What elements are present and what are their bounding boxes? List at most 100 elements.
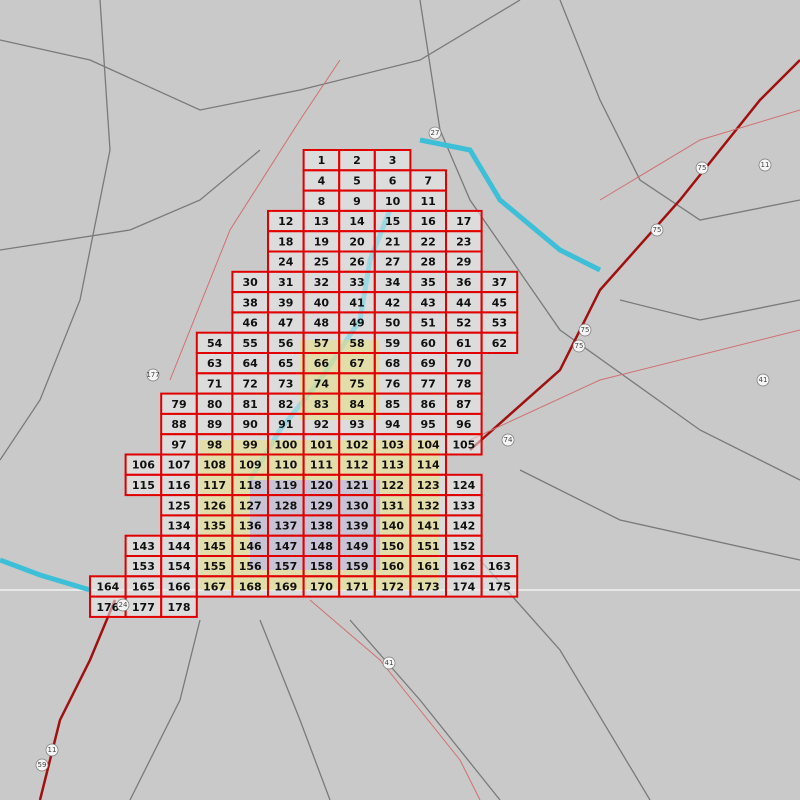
cell-label: 42 <box>385 296 400 309</box>
cell-label: 21 <box>385 235 400 248</box>
cell-label: 52 <box>456 317 471 330</box>
cell-label: 26 <box>349 256 365 269</box>
route-shield <box>758 158 772 172</box>
cell-label: 1 <box>318 154 326 167</box>
cell-label: 154 <box>168 560 191 573</box>
cell-label: 60 <box>421 337 437 350</box>
cell-label: 59 <box>385 337 400 350</box>
cell-label: 107 <box>168 459 191 472</box>
cell-label: 64 <box>243 357 259 370</box>
cell-label: 29 <box>456 256 471 269</box>
cell-label: 111 <box>310 459 333 472</box>
cell-label: 36 <box>456 276 472 289</box>
cell-label: 156 <box>239 560 262 573</box>
route-shield <box>578 323 592 337</box>
route-label: 59 <box>38 761 47 769</box>
cell-label: 106 <box>132 459 155 472</box>
route-label: 75 <box>698 164 707 172</box>
cell-label: 47 <box>278 317 293 330</box>
cell-label: 174 <box>452 580 475 593</box>
cell-label: 46 <box>243 317 259 330</box>
cell-label: 115 <box>132 479 155 492</box>
cell-label: 110 <box>274 459 297 472</box>
grid-cell[interactable] <box>480 575 519 598</box>
route-label: 74 <box>504 436 513 444</box>
cell-label: 108 <box>203 459 226 472</box>
route-label: 11 <box>761 161 770 169</box>
cell-label: 39 <box>278 296 293 309</box>
cell-label: 133 <box>452 499 475 512</box>
cell-label: 170 <box>310 580 333 593</box>
cell-label: 134 <box>168 520 191 533</box>
cell-label: 57 <box>314 337 329 350</box>
cell-label: 41 <box>349 296 364 309</box>
cell-label: 87 <box>456 398 471 411</box>
route-shield <box>146 368 160 382</box>
cell-label: 92 <box>314 418 329 431</box>
cell-label: 164 <box>96 580 119 593</box>
cell-label: 12 <box>278 215 293 228</box>
grid-cell[interactable] <box>445 433 483 456</box>
route-shield <box>756 373 770 387</box>
cell-label: 105 <box>452 438 475 451</box>
cell-label: 16 <box>421 215 437 228</box>
cell-label: 124 <box>452 479 475 492</box>
cell-label: 43 <box>421 296 436 309</box>
cell-label: 158 <box>310 560 333 573</box>
cell-label: 130 <box>346 499 369 512</box>
cell-label: 15 <box>385 215 400 228</box>
cell-label: 34 <box>385 276 401 289</box>
cell-label: 85 <box>385 398 400 411</box>
cell-label: 9 <box>353 195 361 208</box>
route-label: 75 <box>575 342 584 350</box>
cell-label: 166 <box>168 580 191 593</box>
cell-label: 146 <box>239 540 262 553</box>
cell-label: 72 <box>243 377 258 390</box>
cell-label: 97 <box>171 438 186 451</box>
cell-label: 132 <box>417 499 440 512</box>
cell-label: 126 <box>203 499 226 512</box>
cell-label: 35 <box>421 276 436 289</box>
route-shield <box>382 656 396 670</box>
cell-label: 125 <box>168 499 191 512</box>
cell-label: 11 <box>421 195 436 208</box>
cell-label: 63 <box>207 357 222 370</box>
cell-label: 78 <box>456 377 471 390</box>
highways <box>38 59 800 800</box>
cell-label: 117 <box>203 479 226 492</box>
route-shield <box>572 339 586 353</box>
cell-label: 147 <box>274 540 297 553</box>
cell-label: 175 <box>488 580 511 593</box>
cell-label: 137 <box>274 520 297 533</box>
cell-label: 31 <box>278 276 293 289</box>
route-shield <box>650 223 664 237</box>
cell-label: 13 <box>314 215 329 228</box>
cell-label: 27 <box>385 256 400 269</box>
cell-label: 75 <box>349 377 364 390</box>
cell-label: 65 <box>278 357 293 370</box>
cell-label: 44 <box>456 296 472 309</box>
cell-label: 113 <box>381 459 404 472</box>
cell-label: 171 <box>346 580 369 593</box>
cell-label: 160 <box>381 560 404 573</box>
cell-label: 14 <box>349 215 365 228</box>
cell-label: 157 <box>274 560 297 573</box>
grid-cell[interactable] <box>160 595 198 618</box>
cell-label: 176 <box>96 601 119 614</box>
cell-label: 131 <box>381 499 404 512</box>
cell-label: 104 <box>417 438 440 451</box>
cell-label: 8 <box>318 195 326 208</box>
cell-label: 89 <box>207 418 222 431</box>
cell-label: 18 <box>278 235 293 248</box>
cell-label: 55 <box>243 337 258 350</box>
cell-label: 139 <box>346 520 369 533</box>
cell-label: 20 <box>349 235 365 248</box>
cell-label: 19 <box>314 235 329 248</box>
cell-label: 145 <box>203 540 226 553</box>
cell-label: 2 <box>353 154 361 167</box>
cell-label: 127 <box>239 499 262 512</box>
grid-cell[interactable] <box>480 331 519 355</box>
cell-label: 5 <box>353 174 361 187</box>
